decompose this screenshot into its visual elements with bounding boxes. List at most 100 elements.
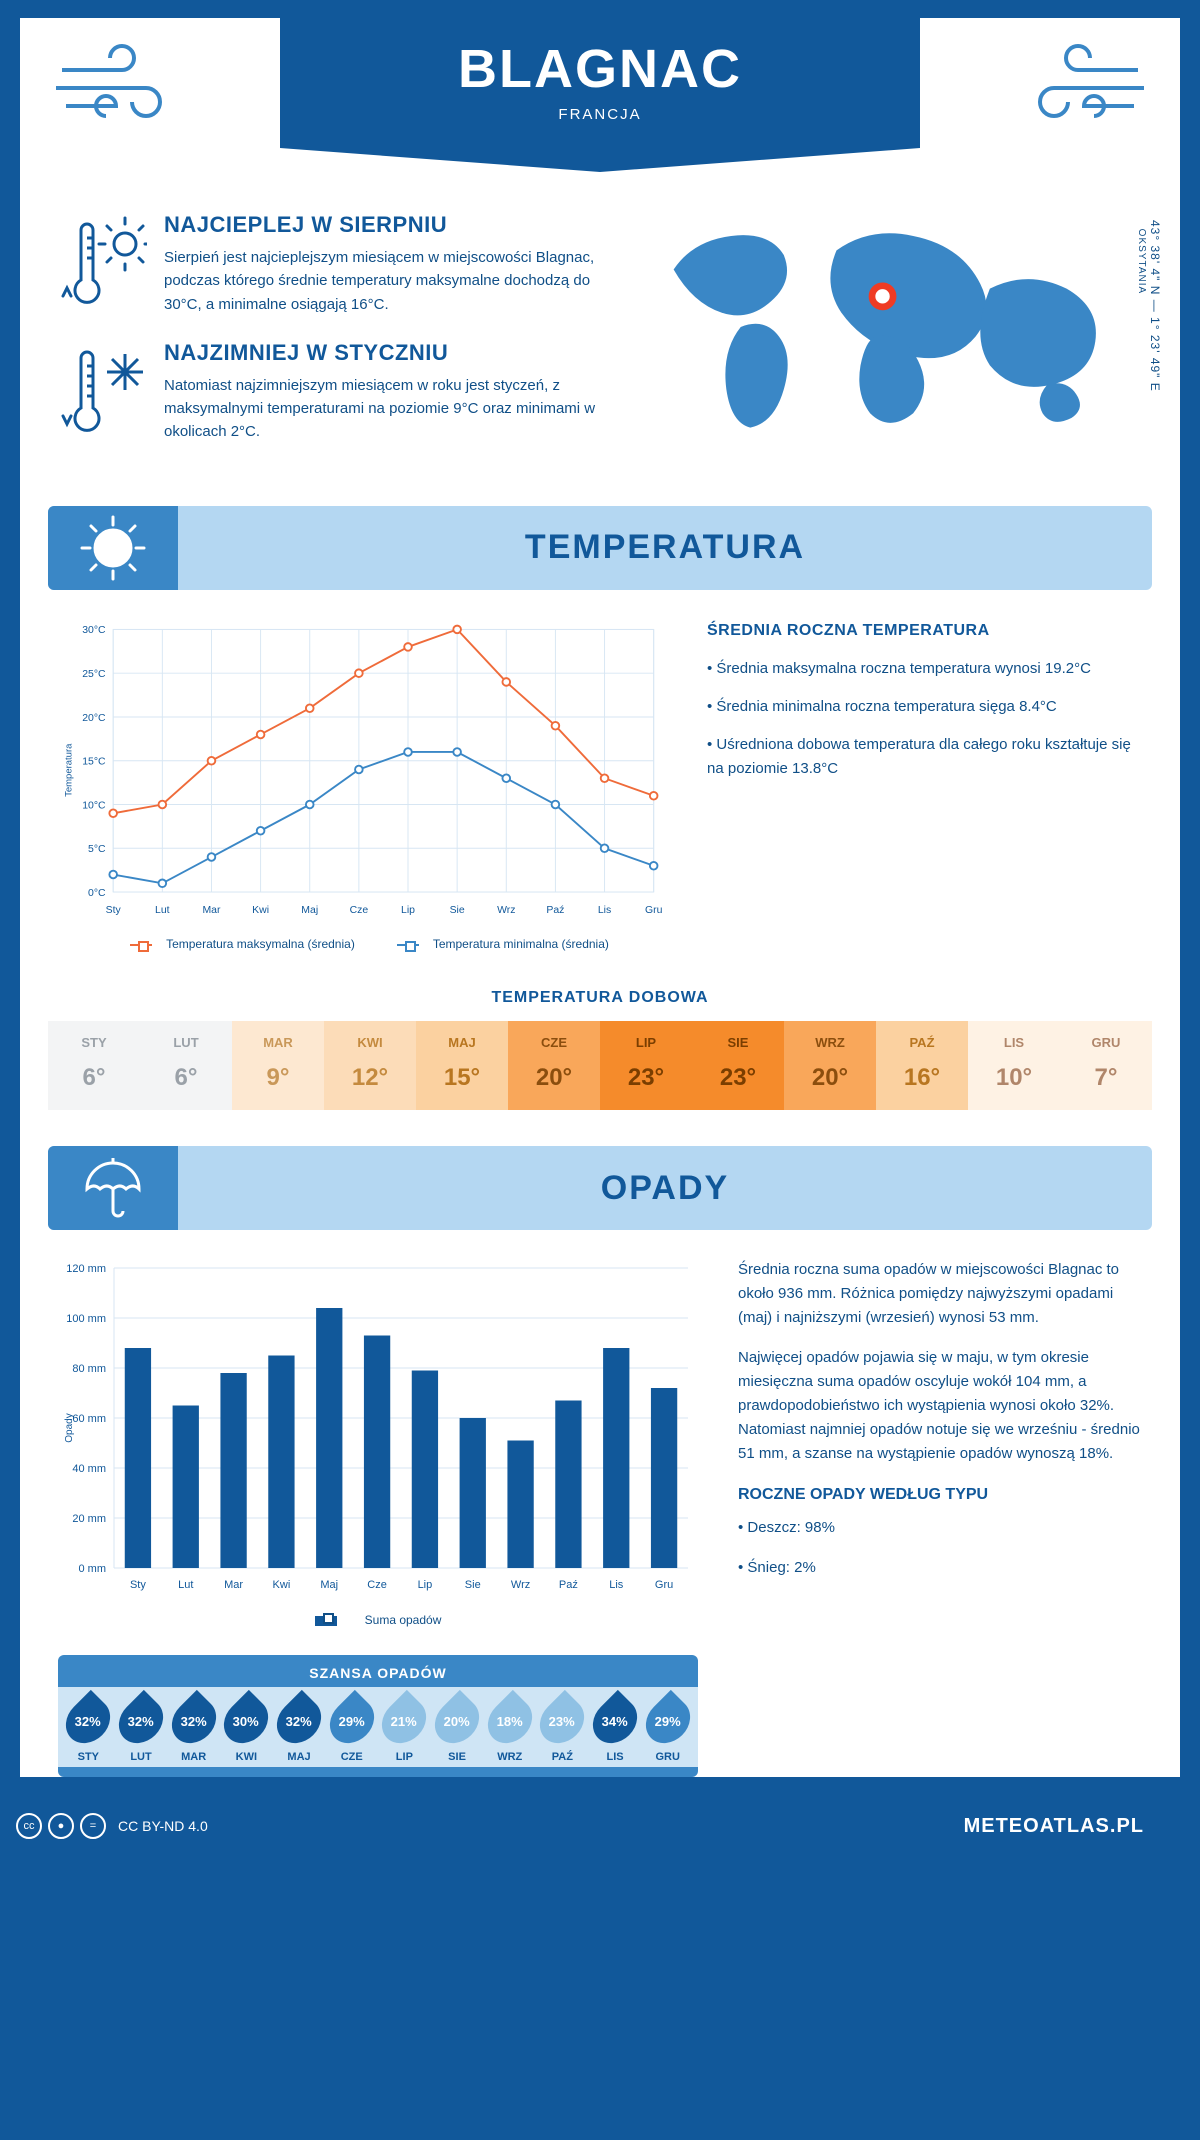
temp-summary-title: ŚREDNIA ROCZNA TEMPERATURA bbox=[707, 618, 1142, 644]
temp-bullet: • Uśredniona dobowa temperatura dla całe… bbox=[707, 733, 1142, 781]
chance-row: 32%STY32%LUT32%MAR30%KWI32%MAJ29%CZE21%L… bbox=[58, 1687, 698, 1767]
svg-text:60 mm: 60 mm bbox=[72, 1413, 106, 1425]
world-map-icon bbox=[623, 212, 1146, 442]
svg-text:Lut: Lut bbox=[178, 1579, 193, 1591]
cc-icons: cc ● = bbox=[16, 1813, 106, 1839]
intro-text-column: NAJCIEPLEJ W SIERPNIU Sierpień jest najc… bbox=[54, 212, 603, 468]
svg-text:15°C: 15°C bbox=[82, 756, 106, 767]
daily-temp-cell: LUT6° bbox=[140, 1021, 232, 1110]
chance-cell: 32%MAJ bbox=[273, 1697, 326, 1763]
svg-text:Wrz: Wrz bbox=[497, 904, 515, 915]
precip-type-rain: • Deszcz: 98% bbox=[738, 1516, 1142, 1540]
daily-temp-cell: KWI12° bbox=[324, 1021, 416, 1110]
world-map-column: 43° 38' 4" N — 1° 23' 49" E OKSYTANIA bbox=[623, 212, 1146, 468]
precip-row: 0 mm20 mm40 mm60 mm80 mm100 mm120 mmOpad… bbox=[48, 1258, 1152, 1777]
precip-p2: Najwięcej opadów pojawia się w maju, w t… bbox=[738, 1346, 1142, 1466]
svg-text:20°C: 20°C bbox=[82, 712, 106, 723]
precip-legend-label: Suma opadów bbox=[365, 1613, 442, 1627]
warmest-block: NAJCIEPLEJ W SIERPNIU Sierpień jest najc… bbox=[54, 212, 603, 316]
region-text: OKSYTANIA bbox=[1136, 229, 1147, 295]
svg-text:Temperatura: Temperatura bbox=[63, 742, 74, 796]
temperature-legend: Temperatura maksymalna (średnia)Temperat… bbox=[58, 927, 667, 961]
svg-text:Lip: Lip bbox=[401, 904, 415, 915]
daily-temperature-table: STY6°LUT6°MAR9°KWI12°MAJ15°CZE20°LIP23°S… bbox=[48, 1021, 1152, 1110]
chance-cell: 21%LIP bbox=[378, 1697, 431, 1763]
precip-type-snow: • Śnieg: 2% bbox=[738, 1556, 1142, 1580]
svg-text:Kwi: Kwi bbox=[273, 1579, 291, 1591]
precip-left-column: 0 mm20 mm40 mm60 mm80 mm100 mm120 mmOpad… bbox=[58, 1258, 698, 1777]
chance-cell: 18%WRZ bbox=[483, 1697, 536, 1763]
svg-text:5°C: 5°C bbox=[88, 844, 106, 855]
precip-section-header: OPADY bbox=[48, 1146, 1152, 1230]
svg-text:Opady: Opady bbox=[64, 1413, 75, 1442]
svg-text:Wrz: Wrz bbox=[511, 1579, 530, 1591]
daily-temp-cell: SIE23° bbox=[692, 1021, 784, 1110]
daily-temp-title: TEMPERATURA DOBOWA bbox=[48, 989, 1152, 1007]
svg-text:Gru: Gru bbox=[645, 904, 663, 915]
svg-text:20 mm: 20 mm bbox=[72, 1513, 106, 1525]
daily-temp-cell: CZE20° bbox=[508, 1021, 600, 1110]
umbrella-icon bbox=[48, 1146, 178, 1230]
nd-icon: = bbox=[80, 1813, 106, 1839]
daily-temp-cell: GRU7° bbox=[1060, 1021, 1152, 1110]
header: BLAGNAC FRANCJA bbox=[48, 18, 1152, 188]
svg-text:Maj: Maj bbox=[320, 1579, 338, 1591]
svg-text:10°C: 10°C bbox=[82, 800, 106, 811]
infographic-page: BLAGNAC FRANCJA NAJCIEPLEJ W SIERPNIU Si… bbox=[20, 18, 1180, 1777]
coldest-title: NAJZIMNIEJ W STYCZNIU bbox=[164, 340, 603, 366]
chance-cell: 32%STY bbox=[62, 1697, 115, 1763]
svg-text:Maj: Maj bbox=[301, 904, 318, 915]
svg-text:Cze: Cze bbox=[350, 904, 369, 915]
svg-text:Sie: Sie bbox=[450, 904, 465, 915]
coldest-text: Natomiast najzimniejszym miesiącem w rok… bbox=[164, 374, 603, 444]
temperature-summary: ŚREDNIA ROCZNA TEMPERATURA • Średnia mak… bbox=[707, 618, 1142, 962]
temperature-section-header: TEMPERATURA bbox=[48, 506, 1152, 590]
chance-cell: 32%MAR bbox=[167, 1697, 220, 1763]
thermometer-snow-icon bbox=[54, 340, 150, 444]
svg-text:80 mm: 80 mm bbox=[72, 1363, 106, 1375]
chance-cell: 23%PAŹ bbox=[536, 1697, 589, 1763]
precip-type-title: ROCZNE OPADY WEDŁUG TYPU bbox=[738, 1482, 1142, 1508]
temperature-row: 0°C5°C10°C15°C20°C25°C30°CStyLutMarKwiMa… bbox=[48, 618, 1152, 962]
chance-cell: 29%GRU bbox=[641, 1697, 694, 1763]
intro-section: NAJCIEPLEJ W SIERPNIU Sierpień jest najc… bbox=[48, 188, 1152, 496]
precip-bar-chart: 0 mm20 mm40 mm60 mm80 mm100 mm120 mmOpad… bbox=[58, 1258, 698, 1598]
svg-text:Paź: Paź bbox=[546, 904, 564, 915]
svg-text:40 mm: 40 mm bbox=[72, 1463, 106, 1475]
svg-text:Mar: Mar bbox=[202, 904, 221, 915]
chance-cell: 34%LIS bbox=[589, 1697, 642, 1763]
svg-text:Lut: Lut bbox=[155, 904, 170, 915]
daily-temp-cell: MAJ15° bbox=[416, 1021, 508, 1110]
precip-title: OPADY bbox=[178, 1169, 1152, 1208]
svg-text:Lis: Lis bbox=[609, 1579, 624, 1591]
temperature-line-chart: 0°C5°C10°C15°C20°C25°C30°CStyLutMarKwiMa… bbox=[58, 618, 667, 923]
svg-text:Lip: Lip bbox=[418, 1579, 433, 1591]
daily-temp-cell: PAŹ16° bbox=[876, 1021, 968, 1110]
coldest-block: NAJZIMNIEJ W STYCZNIU Natomiast najzimni… bbox=[54, 340, 603, 444]
cc-icon: cc bbox=[16, 1813, 42, 1839]
svg-text:Cze: Cze bbox=[367, 1579, 387, 1591]
daily-temp-cell: STY6° bbox=[48, 1021, 140, 1110]
chance-cell: 20%SIE bbox=[431, 1697, 484, 1763]
temp-bullet: • Średnia maksymalna roczna temperatura … bbox=[707, 657, 1142, 681]
svg-text:0°C: 0°C bbox=[88, 887, 106, 898]
svg-text:0 mm: 0 mm bbox=[79, 1563, 107, 1575]
warmest-text: Sierpień jest najcieplejszym miesiącem w… bbox=[164, 246, 603, 316]
svg-text:100 mm: 100 mm bbox=[66, 1313, 106, 1325]
temp-bullet: • Średnia minimalna roczna temperatura s… bbox=[707, 695, 1142, 719]
svg-text:Sty: Sty bbox=[106, 904, 122, 915]
wind-deco-icon bbox=[1008, 40, 1148, 135]
warmest-title: NAJCIEPLEJ W SIERPNIU bbox=[164, 212, 603, 238]
footer: cc ● = CC BY-ND 4.0 METEOATLAS.PL bbox=[0, 1799, 1180, 1853]
thermometer-sun-icon bbox=[54, 212, 150, 316]
wind-deco-icon bbox=[52, 40, 192, 135]
precip-legend: Suma opadów bbox=[58, 1603, 698, 1637]
daily-temp-cell: LIP23° bbox=[600, 1021, 692, 1110]
precip-summary: Średnia roczna suma opadów w miejscowośc… bbox=[738, 1258, 1142, 1777]
daily-temp-cell: MAR9° bbox=[232, 1021, 324, 1110]
daily-temp-cell: LIS10° bbox=[968, 1021, 1060, 1110]
svg-text:Sty: Sty bbox=[130, 1579, 146, 1591]
svg-text:Mar: Mar bbox=[224, 1579, 243, 1591]
chance-of-precip-panel: SZANSA OPADÓW 32%STY32%LUT32%MAR30%KWI32… bbox=[58, 1655, 698, 1777]
title-banner: BLAGNAC FRANCJA bbox=[280, 18, 920, 148]
